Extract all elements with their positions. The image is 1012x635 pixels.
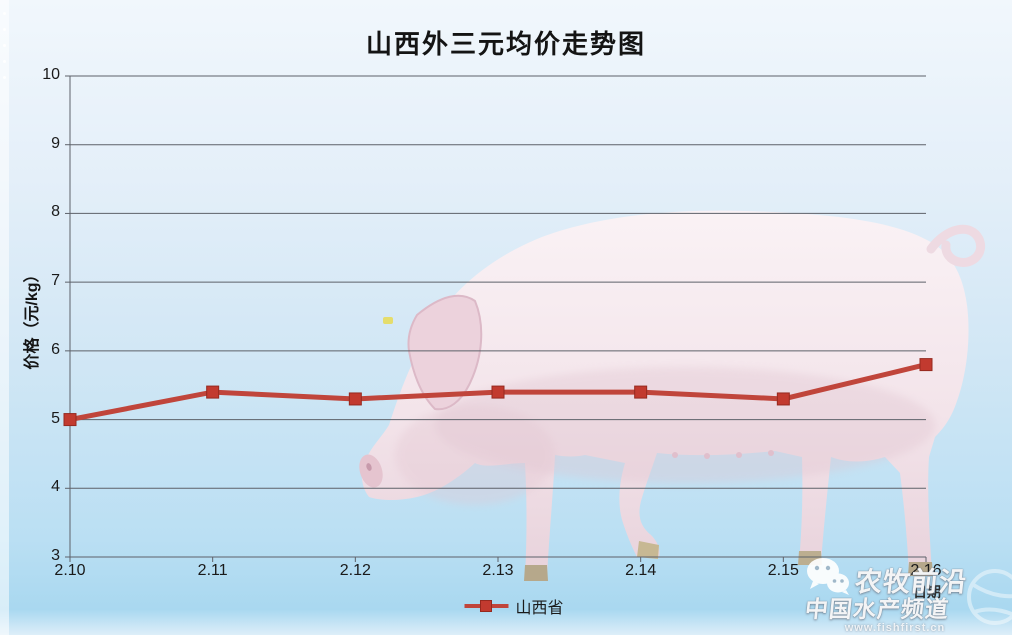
y-tick-label: 4 xyxy=(51,478,60,496)
data-point-marker xyxy=(491,385,505,399)
y-tick-label: 3 xyxy=(51,547,60,564)
legend-line-marker-icon xyxy=(464,600,509,612)
y-tick-label: 7 xyxy=(51,272,60,290)
x-tick-label: 2.10 xyxy=(54,562,86,579)
data-point-marker xyxy=(63,413,77,427)
y-tick-label: 6 xyxy=(51,340,60,358)
data-point-marker xyxy=(206,385,220,399)
y-tick-label: 9 xyxy=(51,134,60,152)
x-tick-label: 2.15 xyxy=(767,562,799,579)
x-axis-title: 日期 xyxy=(913,584,941,600)
legend: 山西省 xyxy=(464,594,564,618)
left-edge-strip xyxy=(0,0,9,635)
wechat-icon xyxy=(807,557,849,595)
ear-tag xyxy=(383,317,393,324)
legend-label: 山西省 xyxy=(515,600,564,617)
x-tick-label: 2.11 xyxy=(197,562,228,579)
data-point-marker xyxy=(776,392,790,406)
watermark-url: www.fishfirst.cn xyxy=(844,621,946,634)
data-point-marker xyxy=(919,358,933,372)
x-tick-label: 2.13 xyxy=(482,562,514,579)
watermark-brand-top: 农牧前沿 xyxy=(853,566,969,597)
watermark-brand-bottom: 中国水产频道 xyxy=(803,595,951,622)
x-tick-label: 2.16 xyxy=(910,562,942,579)
y-tick-label: 10 xyxy=(42,66,60,83)
y-tick-label: 8 xyxy=(51,203,60,221)
data-point-marker xyxy=(348,392,362,406)
watermark: 农牧前沿 中国水产频道 www.fishfirst.cn xyxy=(803,556,1012,634)
globe-swirl-icon xyxy=(967,569,1012,625)
chart-title: 山西外三元均价走势图 xyxy=(365,29,646,59)
x-tick-label: 2.14 xyxy=(625,562,657,579)
x-tick-label: 2.12 xyxy=(339,562,371,579)
y-tick-label: 5 xyxy=(51,409,60,427)
data-point-marker xyxy=(634,385,648,399)
